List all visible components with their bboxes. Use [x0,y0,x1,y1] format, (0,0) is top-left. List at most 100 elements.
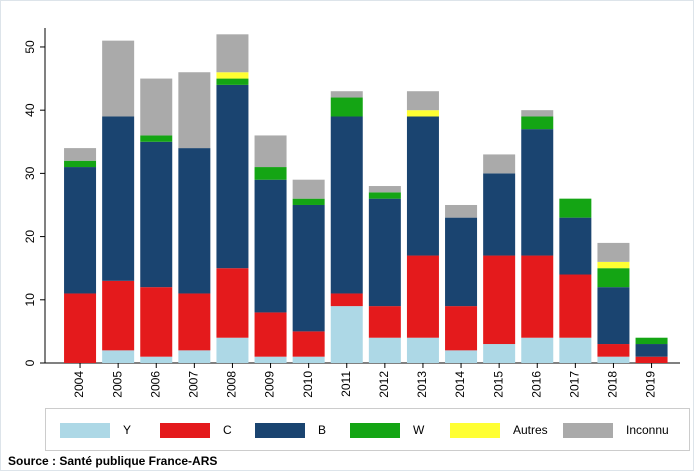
bar-segment [368,306,401,338]
x-tick-label: 2016 [529,371,543,398]
bar-segment [254,356,287,363]
bar-segment [140,287,173,357]
bar-segment [216,34,249,73]
legend-swatch [563,423,613,438]
bar-segment [559,274,592,338]
x-tick-label: 2013 [415,371,429,398]
bar-segment [406,91,439,111]
bar-segment [102,40,135,117]
bar-segment [406,116,439,256]
x-tick-label: 2004 [72,371,86,398]
x-tick-label: 2006 [148,371,162,398]
bar-segment [254,312,287,357]
x-tick-label: 2008 [225,371,239,398]
bar-segment [445,306,478,351]
bar-segment [521,116,554,130]
bar-segment [483,344,516,363]
bar-segment [216,84,249,269]
bar-segment [102,280,135,351]
bar-segment [597,356,630,363]
bar-segment [330,306,363,363]
x-tick-label: 2011 [339,371,353,397]
bar-segment [445,217,478,307]
bar-segment [445,350,478,363]
legend-label: Y [123,423,131,437]
x-tick-label: 2014 [453,371,467,398]
bar-segment [64,160,97,168]
bar-segment [254,135,287,168]
bar-segment [292,204,325,332]
bar-segment [330,116,363,294]
legend-label: C [223,423,232,437]
bar-segment [64,148,97,161]
bar-segment [635,344,668,357]
bar-segment [216,78,249,85]
legend-label: Autres [513,423,548,437]
bar-segment [635,356,668,363]
y-tick-label: 10 [23,293,37,307]
bar-segment [292,331,325,357]
bar-segment [406,110,439,117]
x-tick-label: 2018 [606,371,620,398]
bar-segment [483,255,516,345]
bar-segment [559,337,592,363]
bar-segment [254,167,287,180]
x-tick-label: 2010 [301,371,315,398]
legend-swatch [160,423,210,438]
bar-segment [406,255,439,338]
bar-segment [597,287,630,345]
x-tick-label: 2015 [491,371,505,398]
x-tick-label: 2019 [644,371,658,398]
bar-segment [521,110,554,117]
bar-segment [216,337,249,363]
bar-segment [483,173,516,256]
bar-segment [597,344,630,357]
bar-segment [521,129,554,256]
bar-segment [368,198,401,307]
bar-segment [102,350,135,363]
bar-segment [216,268,249,338]
legend-label: B [318,423,326,437]
bar-segment [445,204,478,218]
bar-segment [140,141,173,288]
bar-segment [292,198,325,205]
bar-segment [292,179,325,199]
bar-segment [330,91,363,98]
bar-segment [597,261,630,269]
x-tick-label: 2012 [377,371,391,398]
legend-box [45,408,690,451]
bar-segment [483,154,516,174]
bar-segment [64,293,97,363]
bar-segment [368,337,401,363]
x-tick-label: 2005 [110,371,124,398]
source: Source : Santé publique France-ARS [8,454,217,468]
bar-segment [406,337,439,363]
bar-segment [178,350,211,363]
bar-segment [330,293,363,307]
bar-segment [559,217,592,275]
x-tick-label: 2009 [263,371,277,398]
bar-segment [254,179,287,313]
legend-label: Inconnu [626,423,669,437]
bar-segment [216,72,249,79]
y-tick-label: 50 [23,40,37,54]
bar-segment [178,72,211,149]
bar-segment [559,198,592,218]
bar-segment [521,337,554,363]
y-tick-label: 30 [23,166,37,180]
x-tick-label: 2017 [568,371,582,398]
y-tick-label: 0 [23,359,37,366]
bar-segment [140,356,173,363]
legend-swatch [450,423,500,438]
legend-swatch [350,423,400,438]
bar-segment [140,78,173,136]
bar-segment [521,255,554,338]
bar-segment [292,356,325,363]
y-tick-label: 40 [23,103,37,117]
bar-segment [64,167,97,294]
bar-segment [597,242,630,262]
bar-segment [140,135,173,142]
legend-swatch [255,423,305,438]
bar-segment [597,268,630,288]
